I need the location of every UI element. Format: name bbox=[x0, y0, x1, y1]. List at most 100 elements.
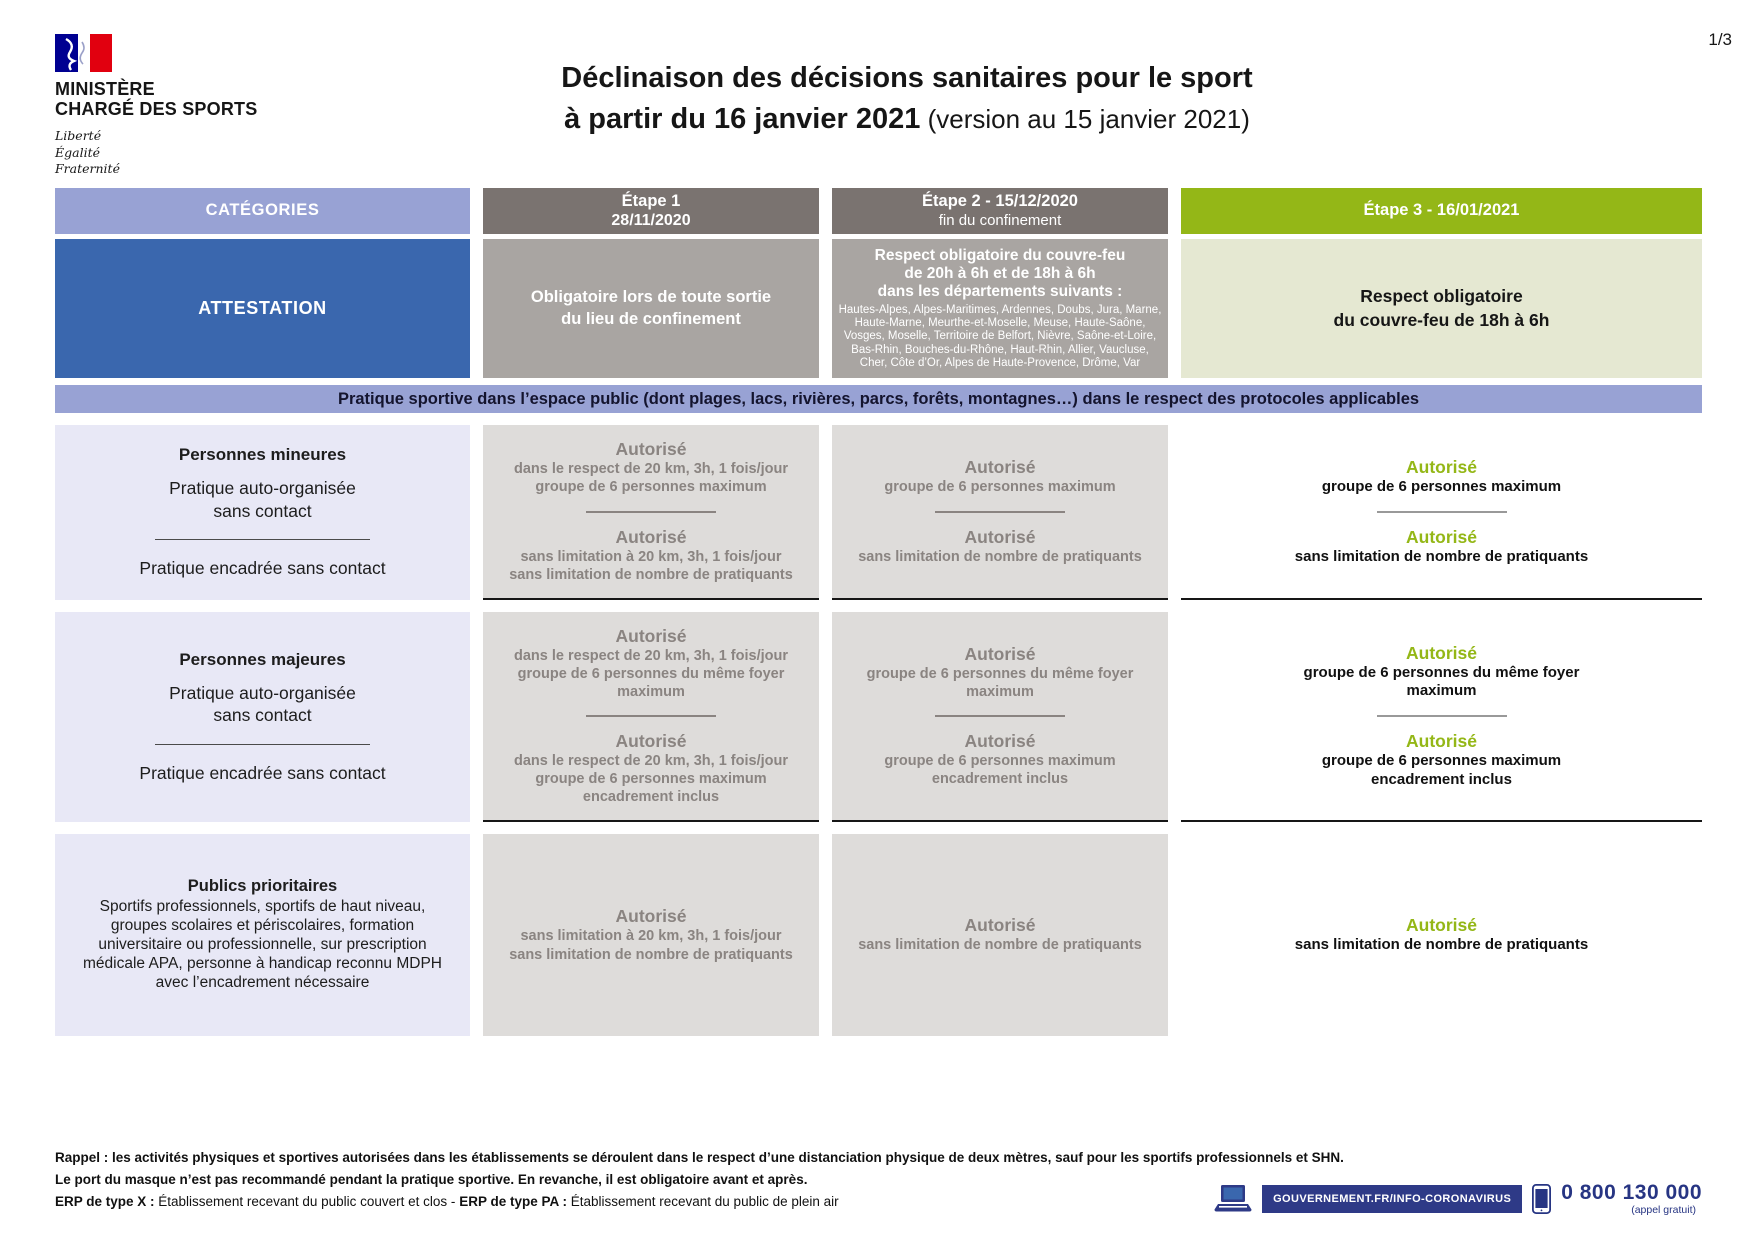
status-detail: groupe de 6 personnes maximum bbox=[884, 479, 1116, 496]
category-text-bottom: Pratique encadrée sans contact bbox=[139, 762, 386, 783]
divider bbox=[155, 539, 370, 541]
ministry-name: MINISTÈRE CHARGÉ DES SPORTS bbox=[55, 79, 258, 120]
category-body: Sportifs professionnels, sportifs de hau… bbox=[82, 898, 442, 991]
title-line1: Déclinaison des décisions sanitaires pou… bbox=[561, 62, 1253, 94]
erp-x-label: ERP de type X : bbox=[55, 1193, 155, 1209]
category-title: Personnes mineures bbox=[178, 445, 347, 465]
attestation-etape2-departments: Hautes-Alpes, Alpes-Maritimes, Ardennes,… bbox=[838, 303, 1162, 369]
status-detail: sans limitation à 20 km, 3h, 1 fois/jour… bbox=[509, 928, 793, 963]
cell-majeures-category: Personnes majeures Pratique auto-organis… bbox=[55, 612, 470, 822]
cell-attestation-category: ATTESTATION bbox=[55, 239, 470, 378]
header-categories: CATÉGORIES bbox=[55, 188, 470, 234]
cell-mineures-etape1: Autorisé dans le respect de 20 km, 3h, 1… bbox=[483, 425, 819, 600]
status-label: Autorisé bbox=[964, 915, 1036, 936]
divider bbox=[935, 510, 1065, 513]
status-label: Autorisé bbox=[964, 526, 1036, 547]
table-row-majeures: Personnes majeures Pratique auto-organis… bbox=[55, 612, 1702, 822]
erp-pa-label: ERP de type PA : bbox=[459, 1193, 567, 1209]
public-space-banner: Pratique sportive dans l’espace public (… bbox=[55, 385, 1702, 413]
category-text-bottom: Pratique encadrée sans contact bbox=[139, 558, 386, 579]
header-etape1: Étape 1 28/11/2020 bbox=[483, 188, 819, 234]
status-detail: dans le respect de 20 km, 3h, 1 fois/jou… bbox=[514, 753, 788, 806]
divider bbox=[586, 715, 716, 717]
footer-note-rappel: Rappel : les activités physiques et spor… bbox=[55, 1150, 1344, 1165]
footer: Rappel : les activités physiques et spor… bbox=[55, 1147, 1702, 1216]
attestation-etape2-title: Respect obligatoire du couvre-feu de 20h… bbox=[874, 246, 1126, 301]
republic-motto: Liberté Égalité Fraternité bbox=[55, 128, 120, 176]
status-label: Autorisé bbox=[615, 526, 687, 547]
page-number: 1/3 bbox=[1708, 30, 1732, 49]
divider bbox=[935, 715, 1065, 717]
table-row-mineures: Personnes mineures Pratique auto-organis… bbox=[55, 425, 1702, 600]
title-date: à partir du 16 janvier 2021 bbox=[564, 103, 921, 135]
status-detail: sans limitation à 20 km, 3h, 1 fois/jour… bbox=[509, 548, 793, 583]
ministry-block: MINISTÈRE CHARGÉ DES SPORTS Liberté Égal… bbox=[55, 34, 257, 177]
cell-prioritaires-etape3: Autorisé sans limitation de nombre de pr… bbox=[1181, 834, 1702, 1036]
status-label: Autorisé bbox=[615, 625, 687, 646]
title-line2: à partir du 16 janvier 2021 (version au … bbox=[300, 103, 1514, 136]
status-label: Autorisé bbox=[615, 906, 687, 927]
erp-pa-text: Établissement recevant du public de plei… bbox=[566, 1193, 839, 1209]
attestation-etape1-text: Obligatoire lors de toute sortie du lieu… bbox=[530, 288, 772, 328]
divider bbox=[1376, 510, 1507, 513]
attestation-row: ATTESTATION Obligatoire lors de toute so… bbox=[55, 239, 1702, 378]
title-version: (version au 15 janvier 2021) bbox=[920, 104, 1250, 134]
phone-icon bbox=[1532, 1183, 1552, 1214]
hotline-block: 0 800 130 000 (appel gratuit) bbox=[1561, 1182, 1702, 1216]
table-row-prioritaires: Publics prioritaires Sportifs profession… bbox=[55, 834, 1702, 1036]
status-detail: sans limitation de nombre de pratiquants bbox=[858, 937, 1142, 954]
category-text-top: Pratique auto-organisée sans contact bbox=[169, 478, 356, 521]
status-detail: groupe de 6 personnes maximum encadremen… bbox=[1321, 752, 1562, 788]
gouvernement-info-link[interactable]: GOUVERNEMENT.FR/INFO-CORONAVIRUS bbox=[1262, 1184, 1523, 1213]
cell-attestation-etape2: Respect obligatoire du couvre-feu de 20h… bbox=[832, 239, 1168, 378]
erp-x-text: Établissement recevant du public couvert… bbox=[154, 1193, 460, 1209]
divider bbox=[155, 743, 370, 745]
status-label: Autorisé bbox=[964, 731, 1036, 751]
cell-majeures-etape1: Autorisé dans le respect de 20 km, 3h, 1… bbox=[483, 612, 819, 822]
cell-attestation-etape3: Respect obligatoire du couvre-feu de 18h… bbox=[1181, 239, 1702, 378]
status-detail: groupe de 6 personnes maximum bbox=[1321, 477, 1562, 495]
header-label: Étape 1 bbox=[621, 191, 681, 210]
decision-table: CATÉGORIES Étape 1 28/11/2020 Étape 2 - … bbox=[55, 188, 1702, 1036]
status-detail: dans le respect de 20 km, 3h, 1 fois/jou… bbox=[514, 647, 788, 700]
status-detail: sans limitation de nombre de pratiquants bbox=[1294, 547, 1589, 565]
header-label: Étape 3 - 16/01/2021 bbox=[1363, 201, 1520, 220]
french-flag-logo bbox=[55, 34, 112, 72]
hotline-free-call-label: (appel gratuit) bbox=[1631, 1204, 1696, 1216]
divider bbox=[1376, 715, 1507, 717]
attestation-etape3-text: Respect obligatoire du couvre-feu de 18h… bbox=[1333, 285, 1550, 330]
cell-mineures-category: Personnes mineures Pratique auto-organis… bbox=[55, 425, 470, 600]
status-label: Autorisé bbox=[964, 457, 1036, 478]
status-label: Autorisé bbox=[964, 643, 1036, 664]
category-text-top: Pratique auto-organisée sans contact bbox=[169, 682, 356, 726]
header-etape2: Étape 2 - 15/12/2020 fin du confinement bbox=[832, 188, 1168, 234]
status-label: Autorisé bbox=[1406, 526, 1477, 547]
divider bbox=[586, 510, 716, 513]
cell-prioritaires-category: Publics prioritaires Sportifs profession… bbox=[55, 834, 470, 1036]
cell-prioritaires-etape2: Autorisé sans limitation de nombre de pr… bbox=[832, 834, 1168, 1036]
status-detail: sans limitation de nombre de pratiquants bbox=[1294, 936, 1589, 954]
footer-note-erp: ERP de type X : Établissement recevant d… bbox=[55, 1191, 1702, 1213]
status-label: Autorisé bbox=[1406, 915, 1477, 936]
status-detail: groupe de 6 personnes maximum encadremen… bbox=[884, 753, 1116, 788]
hotline-number[interactable]: 0 800 130 000 bbox=[1561, 1181, 1702, 1204]
status-label: Autorisé bbox=[1406, 456, 1477, 477]
status-label: Autorisé bbox=[615, 439, 687, 460]
table-header-row: CATÉGORIES Étape 1 28/11/2020 Étape 2 - … bbox=[55, 188, 1702, 234]
government-contact-block: GOUVERNEMENT.FR/INFO-CORONAVIRUS 0 800 1… bbox=[1214, 1182, 1702, 1216]
document-title: Déclinaison des décisions sanitaires pou… bbox=[300, 62, 1514, 136]
cell-majeures-etape2: Autorisé groupe de 6 personnes du même f… bbox=[832, 612, 1168, 822]
category-title: Publics prioritaires bbox=[187, 877, 338, 896]
cell-prioritaires-etape1: Autorisé sans limitation à 20 km, 3h, 1 … bbox=[483, 834, 819, 1036]
cell-mineures-etape2: Autorisé groupe de 6 personnes maximum A… bbox=[832, 425, 1168, 600]
header-etape3: Étape 3 - 16/01/2021 bbox=[1181, 188, 1702, 234]
status-detail: groupe de 6 personnes du même foyer maxi… bbox=[866, 665, 1134, 700]
cell-mineures-etape3: Autorisé groupe de 6 personnes maximum A… bbox=[1181, 425, 1702, 600]
header-sublabel: fin du confinement bbox=[938, 211, 1062, 229]
header-sublabel: 28/11/2020 bbox=[611, 212, 691, 230]
footer-note-masque: Le port du masque n’est pas recommandé p… bbox=[55, 1171, 808, 1187]
status-label: Autorisé bbox=[1406, 731, 1477, 751]
laptop-icon bbox=[1214, 1184, 1252, 1212]
status-label: Autorisé bbox=[615, 731, 687, 751]
